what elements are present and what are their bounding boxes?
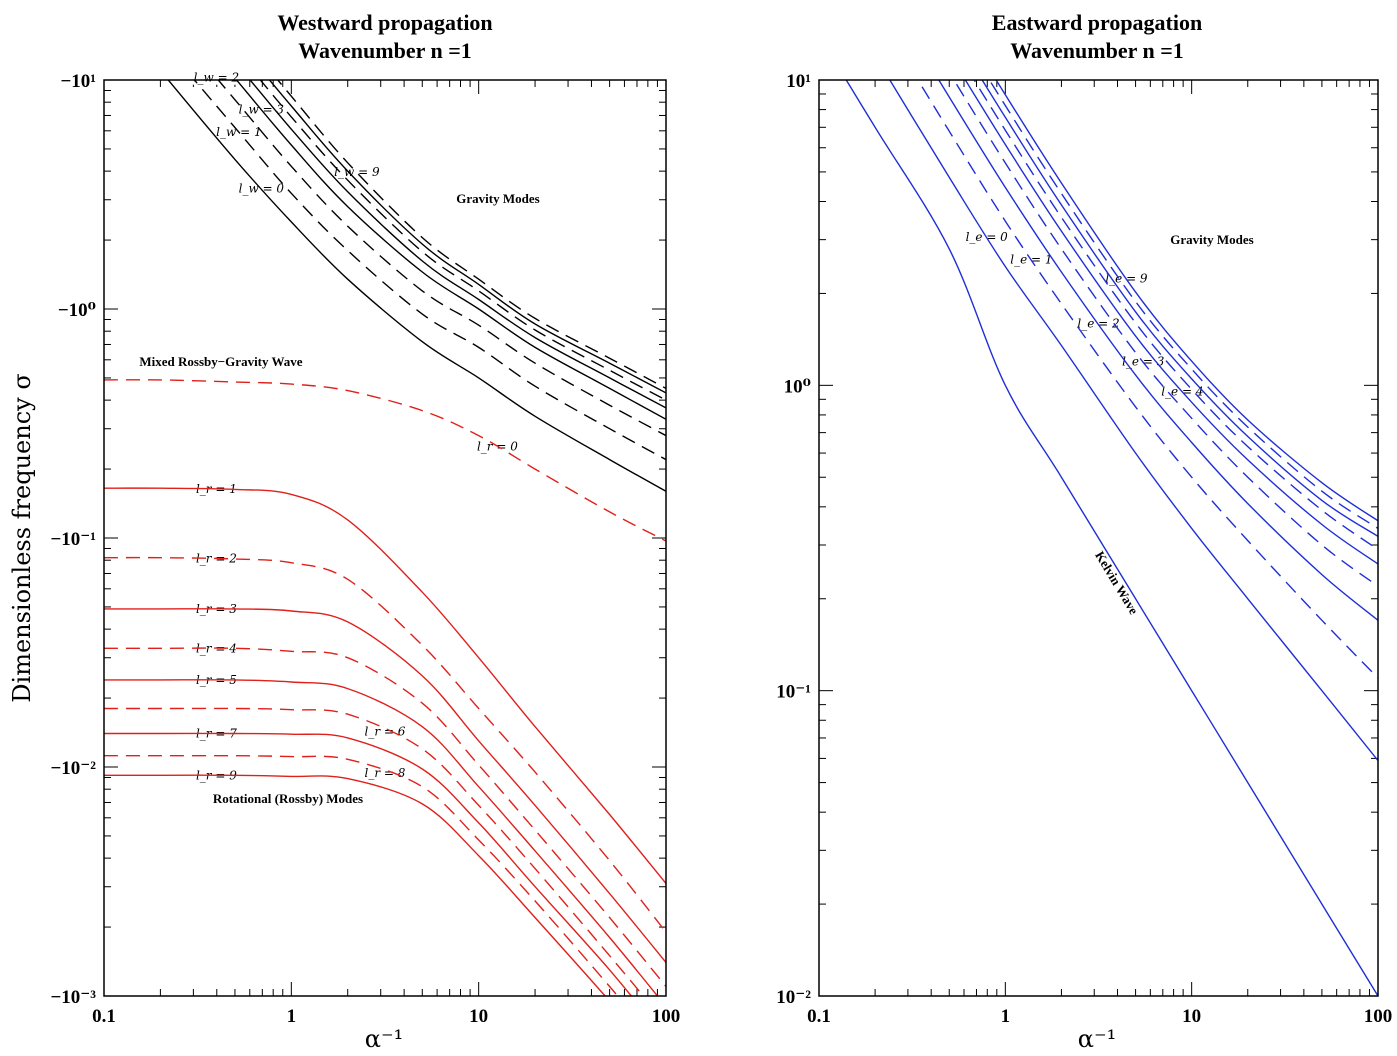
east-series-line bbox=[995, 80, 1378, 522]
east-series-line bbox=[973, 80, 1378, 551]
east-x-tick-label: 100 bbox=[1364, 1006, 1393, 1027]
west-curve-label-bg bbox=[237, 179, 286, 196]
east-y-tick-label: 10⁻² bbox=[776, 987, 811, 1008]
west-series-line bbox=[104, 754, 619, 996]
west-series-line bbox=[104, 679, 659, 996]
west-curve-label-bg bbox=[192, 670, 241, 687]
west-ticks: 0.1 1 10 100−10¹−10⁰−10⁻¹−10⁻²−10⁻³l_w = 0l… bbox=[50, 68, 681, 1027]
east-y-tick-label: 10⁰ bbox=[784, 376, 811, 397]
east-title-line1: Eastward propagation bbox=[992, 10, 1202, 35]
west-series-line bbox=[276, 80, 666, 390]
west-curve-label: l_w = 9 bbox=[334, 165, 380, 179]
west-curve-label-bg bbox=[361, 764, 409, 781]
annotation-mixed-rossby-gravity: Mixed Rossby−Gravity Wave bbox=[139, 354, 302, 369]
west-plot-frame bbox=[103, 79, 667, 997]
west-series-line bbox=[104, 774, 607, 996]
east-series-line bbox=[889, 80, 1378, 762]
west-series-line bbox=[217, 80, 666, 437]
east-x-tick-label: 10 bbox=[1182, 1006, 1201, 1027]
east-y-tick-label: 10⁻¹ bbox=[776, 682, 811, 703]
east-series-line bbox=[937, 80, 1378, 621]
east-y-tick-label: 10¹ bbox=[786, 71, 811, 92]
east-title-line2: Wavenumber n =1 bbox=[1010, 38, 1184, 63]
east-x-tick-label: 1 bbox=[1001, 1006, 1011, 1027]
west-title-line1: Westward propagation bbox=[277, 10, 492, 35]
east-curve-label-bg bbox=[1074, 314, 1123, 331]
west-series bbox=[104, 80, 666, 996]
west-series-line bbox=[104, 379, 666, 542]
west-series-line bbox=[235, 80, 666, 420]
annotation-gravity-modes-west: Gravity Modes bbox=[456, 191, 539, 206]
west-series-line bbox=[259, 80, 666, 401]
west-curve-label-bg bbox=[192, 724, 241, 741]
west-series-line bbox=[104, 556, 666, 933]
west-series-line bbox=[268, 80, 666, 394]
east-series-line bbox=[845, 80, 1378, 996]
west-curve-label-bg bbox=[192, 480, 241, 497]
west-series-line bbox=[104, 647, 666, 987]
east-series-line bbox=[964, 80, 1378, 565]
west-y-tick-label: −10⁻² bbox=[50, 758, 96, 779]
west-curve-label-bg bbox=[192, 639, 241, 656]
west-series-line bbox=[104, 732, 633, 996]
west-x-axis-label: α⁻¹ bbox=[365, 1025, 404, 1053]
east-x-tick-label: 0.1 bbox=[807, 1006, 831, 1027]
west-curve-label: l_w = 2 bbox=[194, 71, 239, 85]
west-y-tick-label: −10⁻³ bbox=[50, 987, 96, 1008]
y-axis-label: Dimensionless frequency σ bbox=[8, 373, 36, 702]
east-plot-frame bbox=[818, 79, 1379, 997]
west-panel: Westward propagation Wavenumber n =1 0.1… bbox=[50, 10, 681, 1053]
east-curve-label-bg bbox=[1119, 352, 1168, 369]
west-x-tick-label: 100 bbox=[652, 1006, 681, 1027]
west-y-tick-label: −10⁻¹ bbox=[50, 529, 96, 550]
east-series-line bbox=[953, 80, 1378, 587]
east-series-line bbox=[917, 80, 1378, 679]
west-curve-label-bg bbox=[192, 549, 241, 566]
east-series bbox=[845, 80, 1378, 996]
west-x-tick-label: 10 bbox=[469, 1006, 488, 1027]
west-curve-label-bg bbox=[332, 162, 381, 179]
west-curve-label: l_r = 8 bbox=[365, 766, 406, 780]
east-curve-label-bg bbox=[1007, 250, 1056, 267]
west-x-tick-label: 1 bbox=[287, 1006, 297, 1027]
annotation-gravity-modes-east: Gravity Modes bbox=[1170, 232, 1253, 247]
west-curve-label-bg bbox=[192, 766, 241, 783]
west-y-tick-label: −10¹ bbox=[60, 71, 96, 92]
west-curve-label-bg bbox=[192, 599, 241, 616]
west-curve-label: l_r = 6 bbox=[365, 725, 406, 739]
annotation-rossby-modes: Rotational (Rossby) Modes bbox=[213, 791, 363, 806]
west-series-line bbox=[104, 608, 666, 963]
west-curve-label-bg bbox=[237, 100, 286, 117]
west-series-line bbox=[104, 707, 645, 996]
east-curve-label-bg bbox=[962, 227, 1011, 244]
east-series-line bbox=[988, 80, 1378, 529]
west-series-line bbox=[104, 487, 666, 884]
annotation-kelvin-wave: Kelvin Wave bbox=[1092, 548, 1141, 617]
west-series-line bbox=[249, 80, 666, 409]
west-series-line bbox=[193, 80, 666, 461]
east-series-line bbox=[981, 80, 1378, 537]
west-x-tick-label: 0.1 bbox=[92, 1006, 116, 1027]
west-title-line2: Wavenumber n =1 bbox=[298, 38, 472, 63]
east-panel: Eastward propagation Wavenumber n =1 0.1… bbox=[776, 10, 1392, 1053]
east-x-axis-label: α⁻¹ bbox=[1078, 1025, 1117, 1053]
west-y-tick-label: −10⁰ bbox=[58, 300, 96, 321]
west-series-line bbox=[167, 80, 666, 492]
